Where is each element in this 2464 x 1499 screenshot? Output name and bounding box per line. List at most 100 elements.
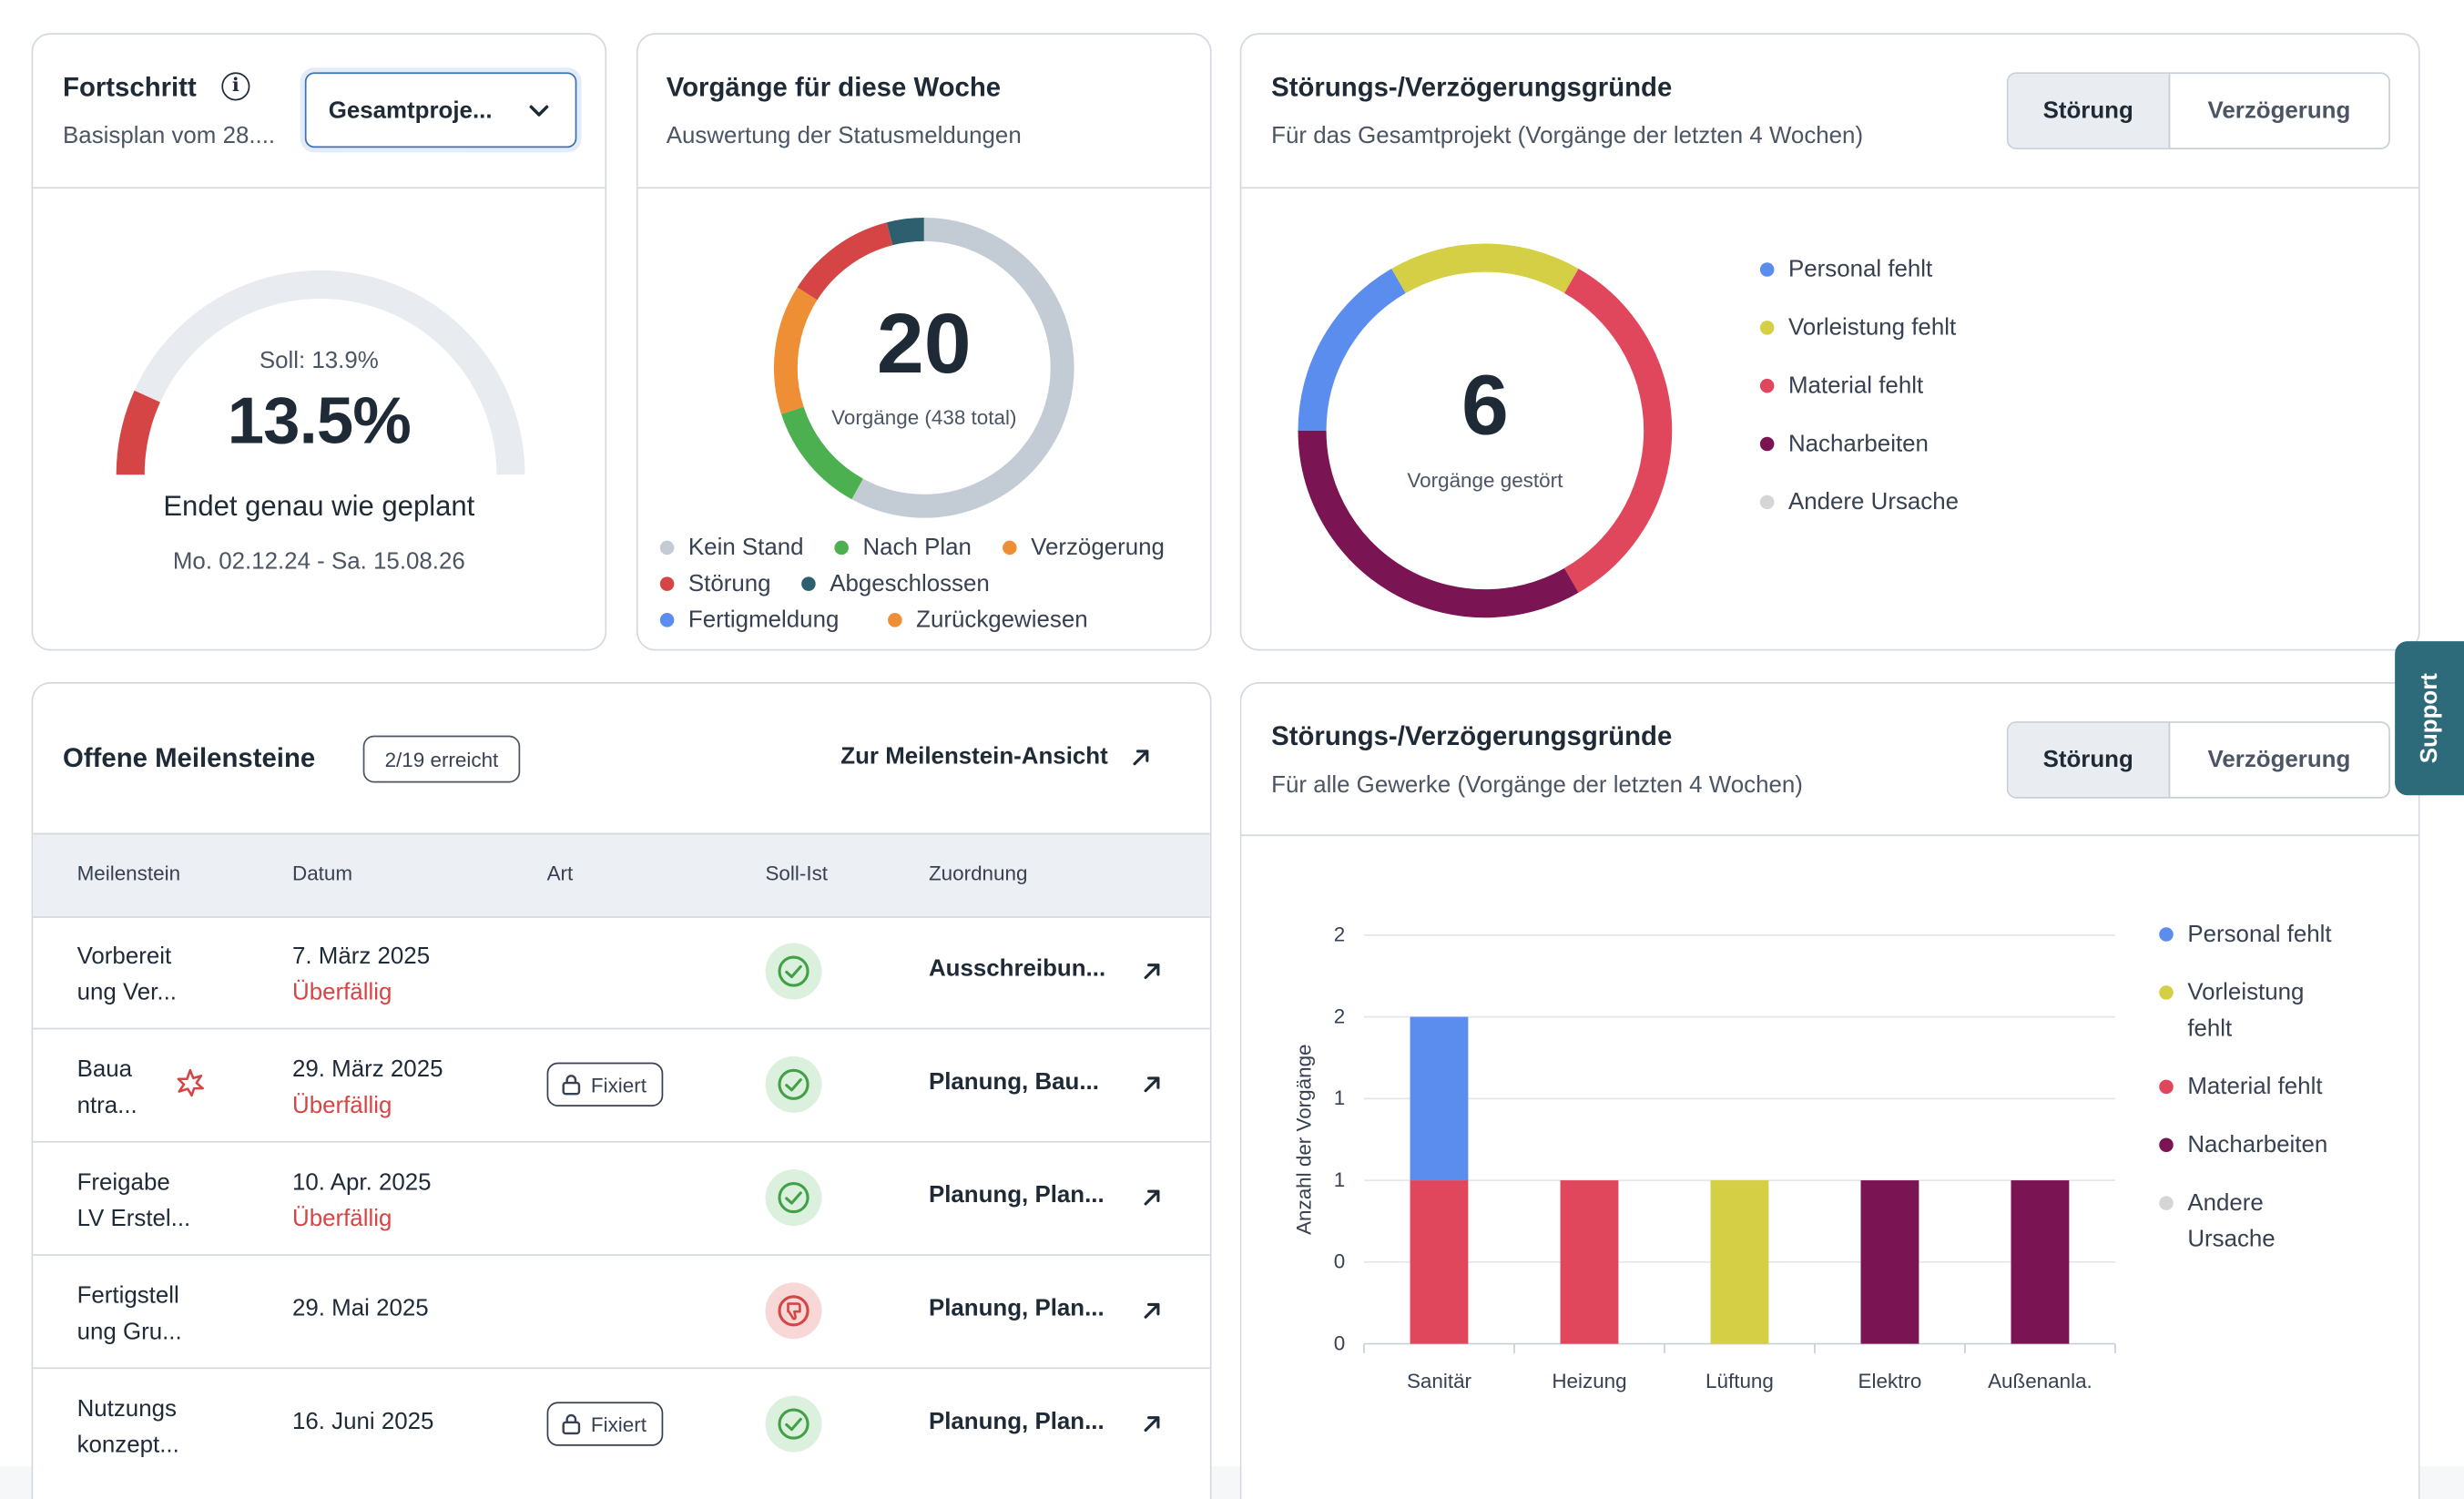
- legend-dot: [2159, 1137, 2174, 1153]
- table-row[interactable]: Fertigstell ung Gru... 29. Mai 2025 Planu…: [33, 1254, 1210, 1370]
- milestone-date: 10. Apr. 2025 Überfällig: [291, 1168, 432, 1233]
- legend-dot: [1759, 495, 1775, 510]
- reasons-project-toggle: Störung Verzögerung: [2006, 72, 2390, 149]
- legend-stoerung: Störung: [659, 570, 771, 597]
- bar-sanit-r-material-fehlt: [1410, 1180, 1469, 1344]
- dashboard: Fortschritt i Basisplan vom 28.... Gesam…: [31, 33, 2464, 1499]
- arrow-up-right-icon[interactable]: [1141, 1412, 1163, 1434]
- milestone-name: Vorbereit ung Ver...: [76, 943, 177, 1006]
- milestone-date: 7. März 2025 Überfällig: [291, 943, 431, 1006]
- legend-vorleistung-fehlt: Vorleistung fehlt: [1759, 314, 1956, 341]
- legend-dot: [659, 540, 675, 556]
- tab-verzoegerung[interactable]: Verzögerung: [2207, 97, 2351, 125]
- lock-icon: [562, 1075, 581, 1096]
- donut-slice-kein-stand: [851, 218, 1074, 518]
- week-center-label: Vorgänge (438 total): [831, 405, 1017, 430]
- reasons-project-donut-chart: [1298, 243, 1673, 618]
- tab-stoerung[interactable]: Störung: [2008, 722, 2170, 797]
- tab-verzoegerung[interactable]: Verzögerung: [2207, 746, 2351, 774]
- support-tab[interactable]: Support: [2395, 641, 2464, 796]
- table-row[interactable]: Nutzungs konzept... 16. Juni 2025 Fixiert…: [33, 1367, 1210, 1480]
- reasons-trades-header: Störungs-/Verzögerungsgründe Für alle Ge…: [1241, 684, 2419, 837]
- donut-slice-material-fehlt: [1563, 269, 1673, 593]
- legend-vorleistung-fehlt: Vorleistung fehlt: [2159, 974, 2304, 1046]
- x-tick-label: Lüftung: [1705, 1370, 1774, 1392]
- progress-title: Fortschritt: [63, 72, 197, 103]
- y-tick-label: 2: [1334, 923, 1345, 946]
- y-axis-label: Anzahl der Vorgänge: [1292, 1044, 1315, 1234]
- donut-slice-verz-gerung: [773, 287, 818, 414]
- bar-au-enanla--nacharbeiten: [2011, 1180, 2070, 1344]
- milestone-date: 29. März 2025 Überfällig: [291, 1055, 443, 1119]
- milestone-name: Freigabe LV Erstel...: [76, 1168, 191, 1233]
- arrow-up-right-icon[interactable]: [1141, 960, 1163, 982]
- arrow-up-right-icon[interactable]: [1141, 1300, 1163, 1321]
- week-donut-chart: [773, 218, 1074, 518]
- legend-personal-fehlt: Personal fehlt: [1759, 256, 1932, 283]
- legend-nacharbeiten: Nacharbeiten: [1759, 431, 1929, 457]
- legend-personal-fehlt: Personal fehlt: [2159, 916, 2332, 953]
- milestone-assignment: Ausschreibun...: [928, 955, 1106, 983]
- gauge-value: 13.5%: [227, 383, 412, 458]
- legend-dot: [1759, 378, 1775, 393]
- reasons-trades-card: Störungs-/Verzögerungsgründe Für alle Ge…: [1239, 681, 2420, 1499]
- status-ok-icon: [765, 1168, 822, 1227]
- bar-heizung-material-fehlt: [1560, 1180, 1619, 1344]
- reasons-trades-subtitle: Für alle Gewerke (Vorgänge der letzten 4…: [1271, 771, 1803, 799]
- legend-nach-plan: Nach Plan: [834, 535, 972, 561]
- milestones-count-badge: 2/19 erreicht: [362, 735, 521, 783]
- col-datum: Datum: [291, 861, 353, 885]
- week-subtitle: Auswertung der Statusmeldungen: [666, 122, 1022, 149]
- legend-dot: [888, 613, 902, 627]
- donut-slice-vorleistung-fehlt: [1391, 243, 1579, 294]
- legend-verzoegerung: Verzögerung: [1003, 535, 1165, 561]
- legend-dot: [801, 576, 816, 591]
- donut-slice-nach-plan: [781, 406, 864, 500]
- milestone-view-link[interactable]: Zur Meilenstein-Ansicht: [840, 743, 1152, 770]
- legend-dot: [1759, 262, 1775, 277]
- milestone-name: Fertigstell ung Gru...: [76, 1282, 182, 1346]
- milestone-assignment: Planung, Plan...: [928, 1295, 1105, 1322]
- x-tick-label: Heizung: [1552, 1370, 1626, 1392]
- reasons-project-center-value: 6: [1461, 358, 1509, 454]
- legend-dot: [2159, 1079, 2174, 1095]
- donut-slice-personal-fehlt: [1298, 269, 1406, 432]
- legend-dot: [2159, 927, 2174, 942]
- milestone-name: Baua ntra...: [76, 1055, 137, 1119]
- legend-andere-ursache: Andere Ursache: [2159, 1185, 2276, 1257]
- tab-stoerung[interactable]: Störung: [2008, 74, 2170, 148]
- legend-dot: [2159, 985, 2174, 1000]
- fixed-badge: Fixiert: [546, 1062, 664, 1106]
- lock-icon: [562, 1413, 581, 1435]
- legend-dot: [2159, 1196, 2174, 1210]
- progress-card-header: Fortschritt i Basisplan vom 28.... Gesam…: [33, 35, 606, 189]
- y-tick-label: 0: [1334, 1331, 1345, 1354]
- legend-abgeschlossen: Abgeschlossen: [801, 570, 990, 597]
- table-row[interactable]: Freigabe LV Erstel... 10. Apr. 2025 Überfä…: [33, 1141, 1210, 1256]
- reasons-project-center-label: Vorgänge gestört: [1407, 468, 1563, 493]
- milestone-date: 29. Mai 2025: [291, 1295, 429, 1322]
- table-row[interactable]: Vorbereit ung Ver... 7. März 2025 Überfäll…: [33, 914, 1210, 1030]
- table-row[interactable]: Baua ntra... 29. März 2025 Überfällig Fixi…: [33, 1028, 1210, 1143]
- arrow-up-right-icon[interactable]: [1141, 1187, 1163, 1208]
- milestone-assignment: Planung, Plan...: [928, 1408, 1105, 1435]
- legend-dot: [834, 540, 849, 556]
- bar-elektro-nacharbeiten: [1860, 1180, 1919, 1344]
- project-dropdown[interactable]: Gesamtproje...: [304, 72, 577, 148]
- reasons-project-subtitle: Für das Gesamtprojekt (Vorgänge der letz…: [1271, 122, 1864, 149]
- x-tick-label: Sanitär: [1407, 1370, 1472, 1392]
- status-ok-icon: [765, 1055, 822, 1113]
- gauge-fill: [116, 390, 161, 475]
- key-milestone-icon: [177, 1068, 204, 1097]
- col-soll-ist: Soll-Ist: [765, 861, 829, 885]
- legend-dot: [1003, 540, 1017, 556]
- legend-dot: [659, 613, 675, 627]
- col-meilenstein: Meilenstein: [76, 861, 181, 885]
- arrow-up-right-icon[interactable]: [1141, 1074, 1163, 1096]
- legend-andere-ursache: Andere Ursache: [1759, 489, 1959, 515]
- y-tick-label: 1: [1334, 1086, 1345, 1109]
- legend-dot: [1759, 321, 1775, 335]
- info-icon[interactable]: i: [221, 72, 250, 101]
- legend-zurueckgewiesen: Zurückgewiesen: [888, 607, 1088, 633]
- status-ok-icon: [765, 943, 822, 1000]
